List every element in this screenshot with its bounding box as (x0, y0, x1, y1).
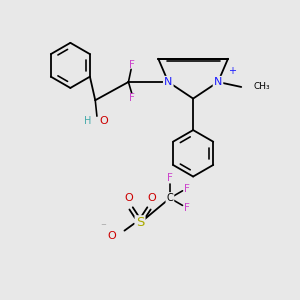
Text: F: F (129, 60, 135, 70)
Text: CH₃: CH₃ (254, 82, 271, 91)
Text: F: F (184, 184, 190, 194)
Text: ⁻: ⁻ (100, 222, 106, 232)
Text: N: N (214, 77, 222, 87)
Text: +: + (228, 66, 236, 76)
Text: O: O (147, 193, 156, 203)
Text: S: S (136, 217, 144, 230)
Text: F: F (184, 203, 190, 213)
Text: F: F (130, 93, 135, 103)
Text: O: O (100, 116, 109, 126)
Text: O: O (107, 231, 116, 241)
Text: F: F (167, 173, 173, 183)
Text: C: C (167, 193, 173, 203)
Text: N: N (164, 77, 172, 87)
Text: H: H (84, 116, 92, 126)
Text: O: O (124, 193, 133, 203)
